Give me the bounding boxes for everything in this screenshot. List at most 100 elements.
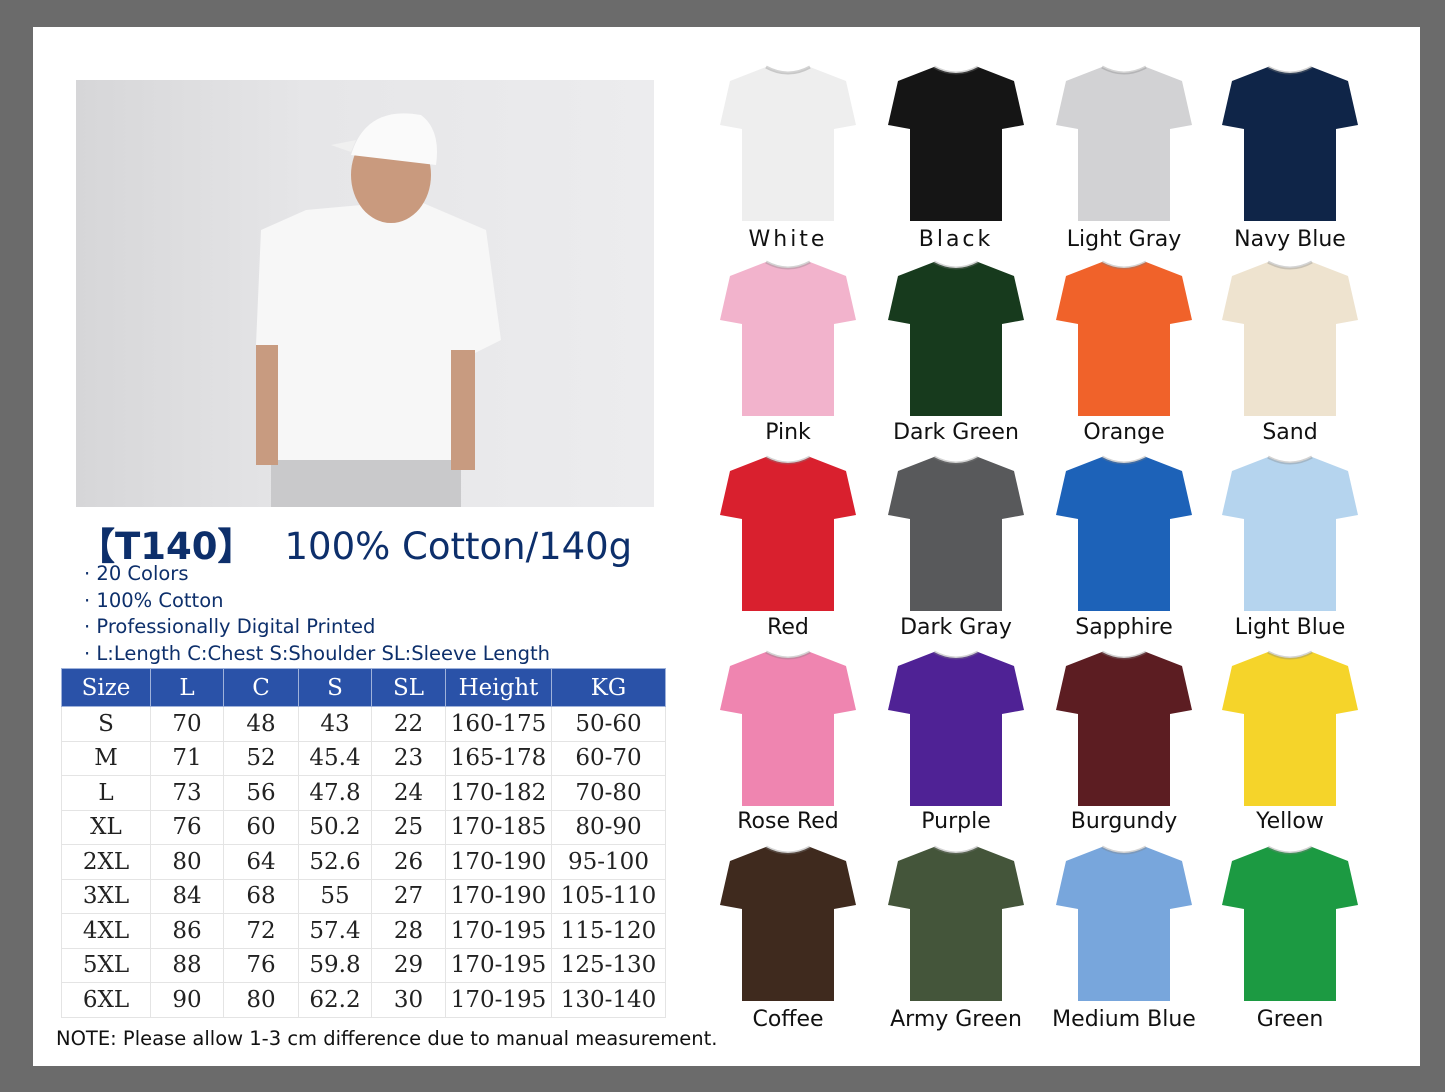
table-cell: 170-185 bbox=[445, 809, 552, 845]
tshirt-swatch-pink[interactable] bbox=[718, 258, 858, 418]
color-label: Light Blue bbox=[1234, 615, 1346, 640]
table-row: 6XL 90 80 62.2 30 170-195 130-140 bbox=[61, 982, 666, 1018]
table-cell: 170-195 bbox=[445, 913, 552, 949]
table-cell: 95-100 bbox=[551, 844, 666, 880]
table-row: XL 76 60 50.2 25 170-185 80-90 bbox=[61, 809, 666, 845]
table-cell: 6XL bbox=[61, 982, 151, 1018]
table-cell: 27 bbox=[371, 878, 446, 914]
feature-item: Professionally Digital Printed bbox=[84, 614, 550, 641]
feature-item: 20 Colors bbox=[84, 561, 550, 588]
table-cell: 50.2 bbox=[298, 809, 372, 845]
table-cell: M bbox=[61, 740, 151, 776]
table-cell: 50-60 bbox=[551, 706, 666, 742]
column-header: SL bbox=[371, 668, 446, 707]
table-cell: 64 bbox=[223, 844, 299, 880]
table-cell: 125-130 bbox=[551, 947, 666, 983]
tshirt-swatch-red[interactable] bbox=[718, 453, 858, 613]
table-cell: 165-178 bbox=[445, 740, 552, 776]
color-label: Purple bbox=[921, 809, 991, 834]
tshirt-swatch-purple[interactable] bbox=[886, 648, 1026, 808]
tshirt-swatch-burgundy[interactable] bbox=[1054, 648, 1194, 808]
tshirt-swatch-light-gray[interactable] bbox=[1054, 63, 1194, 223]
color-label: Burgundy bbox=[1070, 809, 1178, 834]
table-cell: 4XL bbox=[61, 913, 151, 949]
table-cell: 23 bbox=[371, 740, 446, 776]
color-label: Sand bbox=[1262, 420, 1318, 445]
color-label: Medium Blue bbox=[1052, 1007, 1196, 1032]
model-photo bbox=[76, 80, 654, 507]
table-cell: 70 bbox=[150, 706, 224, 742]
table-cell: 22 bbox=[371, 706, 446, 742]
color-label: Red bbox=[767, 615, 809, 640]
table-cell: 71 bbox=[150, 740, 224, 776]
table-cell: 60 bbox=[223, 809, 299, 845]
column-header: Height bbox=[445, 668, 552, 707]
table-row: L 73 56 47.8 24 170-182 70-80 bbox=[61, 775, 666, 811]
table-cell: 105-110 bbox=[551, 878, 666, 914]
table-cell: 73 bbox=[150, 775, 224, 811]
color-label: Light Gray bbox=[1066, 227, 1182, 252]
table-cell: 170-195 bbox=[445, 947, 552, 983]
color-label: Orange bbox=[1083, 420, 1165, 445]
table-cell: 68 bbox=[223, 878, 299, 914]
table-cell: XL bbox=[61, 809, 151, 845]
table-row: M 71 52 45.4 23 165-178 60-70 bbox=[61, 740, 666, 776]
table-cell: 30 bbox=[371, 982, 446, 1018]
table-cell: 43 bbox=[298, 706, 372, 742]
tshirt-swatch-rose-red[interactable] bbox=[718, 648, 858, 808]
tshirt-swatch-coffee[interactable] bbox=[718, 843, 858, 1003]
color-label: Dark Gray bbox=[900, 615, 1012, 640]
tshirt-swatch-navy-blue[interactable] bbox=[1220, 63, 1360, 223]
feature-item: 100% Cotton bbox=[84, 588, 550, 615]
table-cell: 80-90 bbox=[551, 809, 666, 845]
column-header: C bbox=[223, 668, 299, 707]
tshirt-swatch-yellow[interactable] bbox=[1220, 648, 1360, 808]
table-cell: 2XL bbox=[61, 844, 151, 880]
table-cell: 170-195 bbox=[445, 982, 552, 1018]
table-cell: 47.8 bbox=[298, 775, 372, 811]
color-label: Green bbox=[1256, 1007, 1324, 1032]
table-cell: 86 bbox=[150, 913, 224, 949]
table-cell: 160-175 bbox=[445, 706, 552, 742]
table-cell: S bbox=[61, 706, 151, 742]
table-cell: 80 bbox=[150, 844, 224, 880]
table-cell: 80 bbox=[223, 982, 299, 1018]
color-label: Yellow bbox=[1256, 809, 1324, 834]
color-label: Black bbox=[918, 227, 994, 252]
tshirt-swatch-medium-blue[interactable] bbox=[1054, 843, 1194, 1003]
table-cell: 52 bbox=[223, 740, 299, 776]
table-row: S 70 48 43 22 160-175 50-60 bbox=[61, 706, 666, 742]
tshirt-swatch-army-green[interactable] bbox=[886, 843, 1026, 1003]
table-row: 2XL 80 64 52.6 26 170-190 95-100 bbox=[61, 844, 666, 880]
table-cell: 88 bbox=[150, 947, 224, 983]
tshirt-swatch-dark-green[interactable] bbox=[886, 258, 1026, 418]
tshirt-swatch-sand[interactable] bbox=[1220, 258, 1360, 418]
column-header: Size bbox=[61, 668, 151, 707]
tshirt-swatch-black[interactable] bbox=[886, 63, 1026, 223]
table-cell: 60-70 bbox=[551, 740, 666, 776]
table-cell: 56 bbox=[223, 775, 299, 811]
table-cell: 3XL bbox=[61, 878, 151, 914]
column-header: S bbox=[298, 668, 372, 707]
table-cell: 26 bbox=[371, 844, 446, 880]
table-cell: 72 bbox=[223, 913, 299, 949]
tshirt-swatch-sapphire[interactable] bbox=[1054, 453, 1194, 613]
tshirt-swatch-green[interactable] bbox=[1220, 843, 1360, 1003]
table-cell: 76 bbox=[150, 809, 224, 845]
color-label: Dark Green bbox=[893, 420, 1019, 445]
column-header: KG bbox=[551, 668, 666, 707]
color-label: Sapphire bbox=[1075, 615, 1173, 640]
tshirt-swatch-dark-gray[interactable] bbox=[886, 453, 1026, 613]
table-cell: 57.4 bbox=[298, 913, 372, 949]
tshirt-swatch-light-blue[interactable] bbox=[1220, 453, 1360, 613]
color-label: Rose Red bbox=[737, 809, 839, 834]
feature-list: 20 Colors 100% Cotton Professionally Dig… bbox=[84, 561, 550, 667]
color-label: Navy Blue bbox=[1234, 227, 1346, 252]
table-cell: 55 bbox=[298, 878, 372, 914]
table-cell: 115-120 bbox=[551, 913, 666, 949]
table-cell: 48 bbox=[223, 706, 299, 742]
tshirt-swatch-orange[interactable] bbox=[1054, 258, 1194, 418]
tshirt-swatch-white[interactable] bbox=[718, 63, 858, 223]
table-cell: 25 bbox=[371, 809, 446, 845]
table-cell: L bbox=[61, 775, 151, 811]
